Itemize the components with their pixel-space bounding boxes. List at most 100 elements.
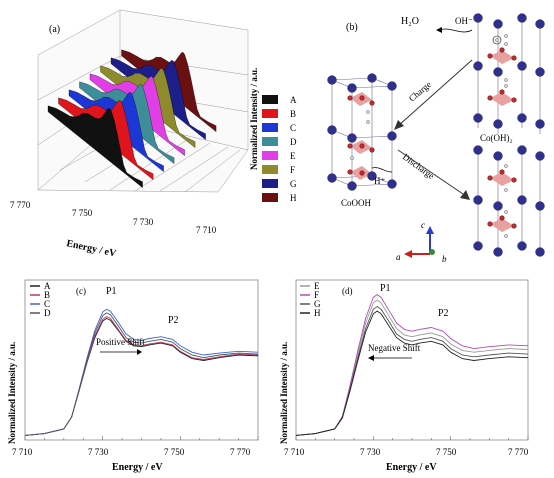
co-atom [327,125,337,135]
h-atom [366,110,370,114]
o-atom [499,47,505,53]
panel-c: (c) P1 P2 Positive Shift Normalized Inte… [7,279,259,473]
discharge-arrowhead [460,190,470,200]
co-atom [535,119,545,129]
panel-d-frame [295,279,529,441]
co-atom [387,81,397,91]
legend-swatch-d [262,137,278,146]
o-atom [499,169,505,175]
panel-a-zlabel: Normalized Intensity / a.u. [249,68,259,170]
panel-c-p2: P2 [168,315,179,326]
h-atom [495,38,499,42]
legend-label-c: C [290,123,296,133]
oh-arrowhead [436,27,442,33]
panel-a-ytick-0: 7 710 [196,225,217,235]
co-atom [473,113,483,123]
axis-c-label: c [421,220,425,230]
co-atom [327,75,337,85]
hydroxide-label: OH⁻ [455,16,473,26]
panel-c-frame [24,279,259,441]
coOH2-bottom-crystal [473,145,545,257]
co-atom [493,201,503,211]
panel-c-xlabel: Energy / eV [112,462,163,473]
coOH2-bottom-atoms [473,145,545,257]
series-line-e [295,299,529,436]
panel-a-xtick-2: 7 730 [133,217,154,227]
coOH2-bottom-cell-lines [477,150,541,256]
coOH2-bottom-octahedra [490,172,514,232]
panel-c-xtick-2: 7 750 [164,447,185,457]
h-atom [504,84,508,88]
panel-d: (d) P1 P2 Negative Shift Normalized Inte… [279,279,529,473]
co-atom [347,83,357,93]
legend-label-g: G [290,179,297,189]
legend-label-a: A [290,95,297,105]
coOH2-top-atoms [473,13,545,129]
panel-d-xtick-0: 7 710 [284,447,305,457]
panel-d-ylabel: Normalized Intensity / a.u. [279,342,289,444]
h-atom [504,234,508,238]
co-atom [493,67,503,77]
legend-swatch-g [262,179,278,188]
legend-swatch-c [262,123,278,132]
series-line-a [24,317,259,436]
h-atom [504,42,508,46]
co-atom [493,247,503,257]
legend-label-d: D [290,137,297,147]
panel-c-label: (c) [76,286,86,296]
panel-d-legend-label-0: E [314,281,320,291]
waterfall-curves [47,49,217,189]
legend-swatch-a [262,95,278,104]
o-atom [487,175,493,181]
o-atom [359,95,365,101]
co-atom [517,61,527,71]
co-atom [535,67,545,77]
panel-c-xtick-0: 7 710 [12,447,33,457]
o-atom [487,95,493,101]
cooh-atoms [327,73,397,191]
legend-label-f: F [290,165,295,175]
panel-a-xtick-1: 7 750 [72,208,93,218]
panel-d-p2: P2 [438,308,449,319]
panel-b-label: (b) [346,22,358,33]
o-atom [487,53,493,59]
panel-d-ticks [295,436,529,440]
coOH2-top-cell-lines [477,18,541,134]
panel-d-legend-label-2: G [314,299,321,309]
co-atom [517,13,527,23]
panel-c-legend-label-2: C [44,299,50,309]
panel-c-legend-label-3: D [44,308,51,318]
panel-c-xtick-3: 7 770 [230,447,251,457]
panel-a-xtick-0: 7 770 [10,200,31,210]
panel-d-xtick-3: 7 770 [508,447,529,457]
panel-c-legend: A B C D [30,281,51,318]
o-atom [347,95,353,101]
co-atom [473,61,483,71]
co-atom [473,241,483,251]
panel-c-shift-arrowhead [137,349,142,355]
co-atom [493,19,503,29]
axis-b-dot [429,249,435,255]
co-atom [473,13,483,23]
legend-swatch-f [262,165,278,174]
h-atom [504,210,508,214]
panel-a-xlabel: Energy / eV [65,238,117,259]
legend-swatch-h [262,193,278,202]
legend-swatch-e [262,151,278,160]
h-atom [504,164,508,168]
o-atom [369,100,375,106]
panel-d-label: (d) [342,286,353,296]
proton-arrow [371,167,393,173]
series-line-d [24,312,259,436]
o-atom [511,55,517,61]
panel-d-shift-label: Negative Shift [368,343,421,353]
panel-d-xtick-2: 7 750 [436,447,457,457]
panel-b: (b) H₂O OH⁻ [327,13,545,264]
o-atom [511,177,517,183]
panel-c-legend-label-0: A [44,281,51,291]
panel-d-legend: E F G H [300,281,321,318]
h-atom [504,78,508,82]
coOH2-top-crystal [473,13,545,134]
o-atom [499,215,505,221]
